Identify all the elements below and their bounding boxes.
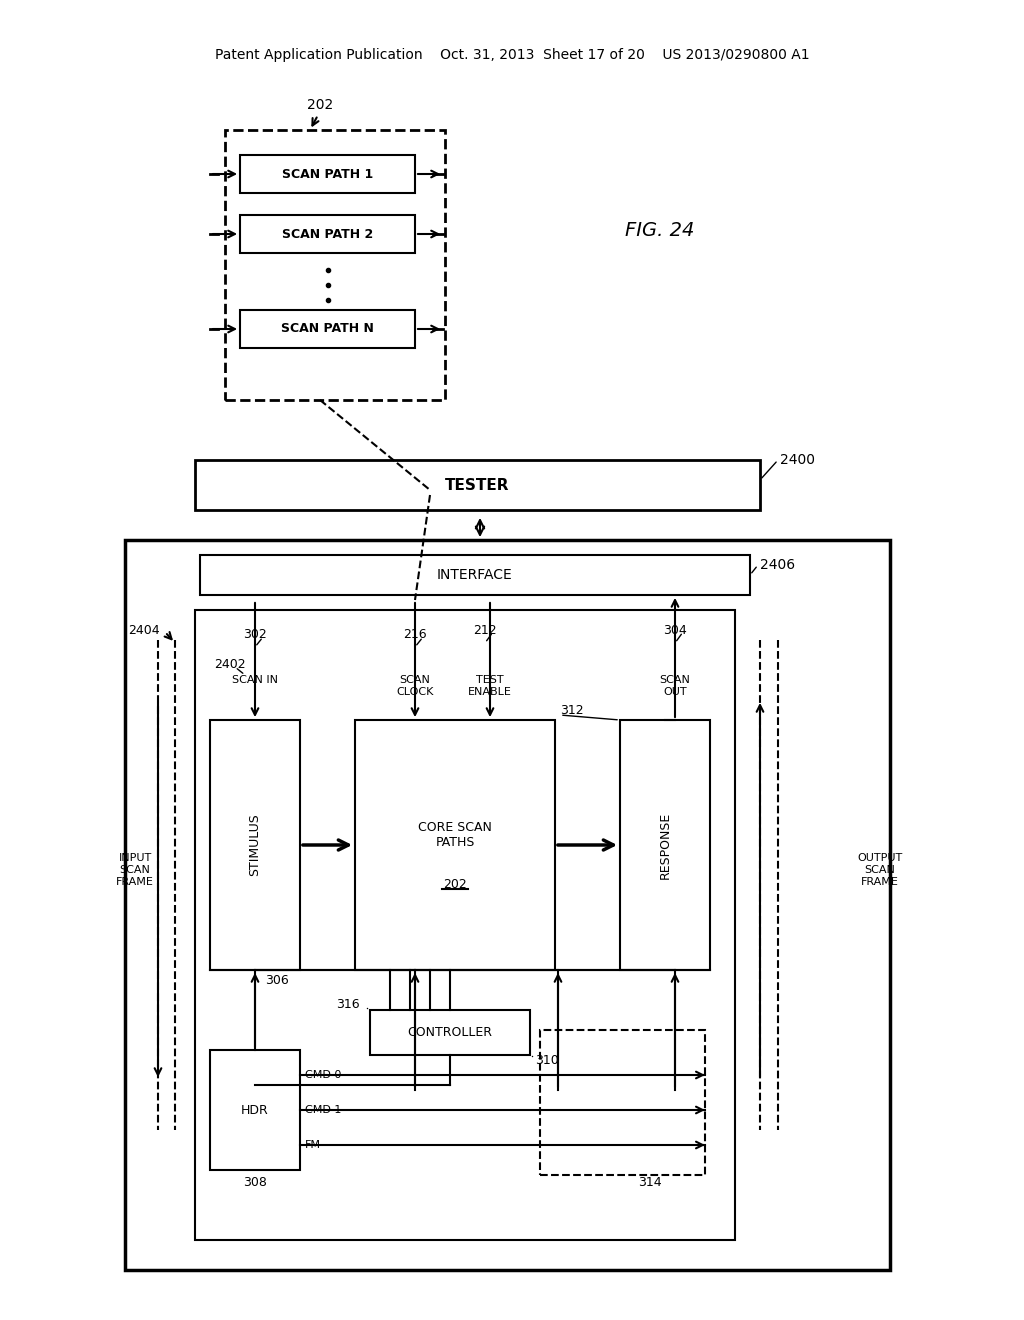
Text: SCAN PATH 2: SCAN PATH 2 <box>282 227 373 240</box>
Bar <box>370 1010 530 1055</box>
Text: CORE SCAN
PATHS: CORE SCAN PATHS <box>418 821 492 849</box>
Text: 304: 304 <box>664 623 687 636</box>
Text: 306: 306 <box>265 974 289 986</box>
Bar <box>355 719 555 970</box>
Bar <box>195 610 735 1239</box>
Text: SCAN PATH N: SCAN PATH N <box>281 322 374 335</box>
Text: FM: FM <box>305 1140 321 1150</box>
Text: SCAN PATH 1: SCAN PATH 1 <box>282 168 373 181</box>
Bar <box>240 215 415 253</box>
Text: INPUT
SCAN
FRAME: INPUT SCAN FRAME <box>116 854 154 887</box>
Text: CMD 1: CMD 1 <box>305 1105 341 1115</box>
Text: 2406: 2406 <box>760 558 795 572</box>
Text: SCAN
CLOCK: SCAN CLOCK <box>396 675 434 697</box>
Text: 302: 302 <box>243 628 267 642</box>
Text: 216: 216 <box>403 628 427 642</box>
Text: CMD 0: CMD 0 <box>305 1071 341 1080</box>
Bar <box>620 719 710 970</box>
Text: RESPONSE: RESPONSE <box>658 812 672 879</box>
Text: 316: 316 <box>336 998 360 1011</box>
Text: 212: 212 <box>473 623 497 636</box>
Text: 312: 312 <box>560 704 584 717</box>
Bar <box>225 129 445 400</box>
Text: 308: 308 <box>243 1176 267 1188</box>
Text: OUTPUT
SCAN
FRAME: OUTPUT SCAN FRAME <box>857 854 902 887</box>
Text: Patent Application Publication    Oct. 31, 2013  Sheet 17 of 20    US 2013/02908: Patent Application Publication Oct. 31, … <box>215 48 809 62</box>
Bar <box>125 540 890 1270</box>
Text: 202: 202 <box>443 879 467 891</box>
Text: STIMULUS: STIMULUS <box>249 813 261 876</box>
Text: 202: 202 <box>307 98 333 112</box>
Text: 2400: 2400 <box>780 453 815 467</box>
Bar <box>200 554 750 595</box>
Text: INTERFACE: INTERFACE <box>437 568 513 582</box>
Bar <box>240 310 415 348</box>
Text: SCAN IN: SCAN IN <box>232 675 278 685</box>
Text: 314: 314 <box>638 1176 662 1188</box>
Text: 2404: 2404 <box>128 623 160 636</box>
Text: 2402: 2402 <box>214 659 246 672</box>
Bar <box>195 459 760 510</box>
Bar <box>540 1030 705 1175</box>
Text: CONTROLLER: CONTROLLER <box>408 1026 493 1039</box>
Text: TEST
ENABLE: TEST ENABLE <box>468 675 512 697</box>
Text: HDR: HDR <box>241 1104 269 1117</box>
Text: 310: 310 <box>535 1053 559 1067</box>
Bar <box>210 719 300 970</box>
Bar <box>210 1049 300 1170</box>
Text: SCAN
OUT: SCAN OUT <box>659 675 690 697</box>
Text: FIG. 24: FIG. 24 <box>626 220 694 239</box>
Text: TESTER: TESTER <box>445 478 510 492</box>
Bar <box>240 154 415 193</box>
